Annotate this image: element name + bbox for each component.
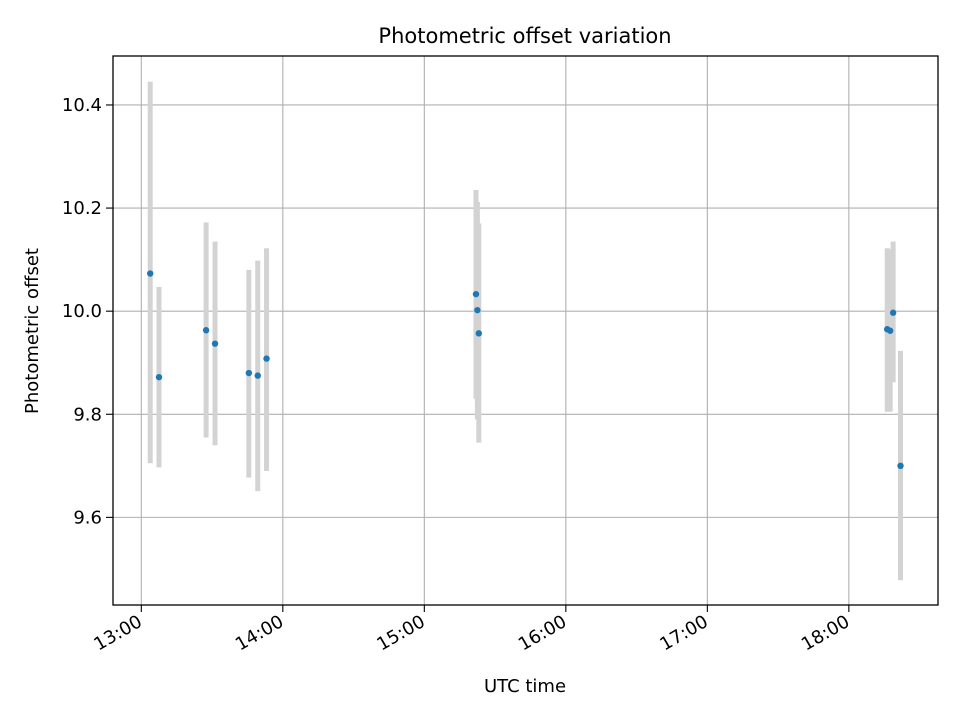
chart-title: Photometric offset variation xyxy=(378,24,671,48)
data-point xyxy=(474,306,481,314)
data-point xyxy=(889,309,897,316)
x-tick-label: 17:00 xyxy=(656,611,711,655)
y-axis-ticks: 9.6 9.8 10.0 10.2 10.4 xyxy=(62,95,113,528)
y-tick-label: 10.4 xyxy=(62,95,102,116)
y-axis-label: Photometric offset xyxy=(22,248,43,414)
data-point xyxy=(475,330,483,337)
y-tick-label: 9.6 xyxy=(73,507,102,528)
y-tick-label: 9.8 xyxy=(73,404,102,425)
x-axis-label: UTC time xyxy=(484,676,566,697)
x-tick-label: 18:00 xyxy=(798,611,853,655)
data-point xyxy=(263,355,270,362)
x-axis-ticks: 13:00 14:00 15:00 16:00 17:00 18:00 xyxy=(90,605,853,655)
data-point xyxy=(886,327,894,334)
x-tick-label: 13:00 xyxy=(90,611,145,655)
data-point xyxy=(897,462,904,470)
data-point xyxy=(202,327,210,334)
y-tick-label: 10.2 xyxy=(62,198,102,219)
data-point xyxy=(155,373,163,381)
error-bars xyxy=(147,81,903,581)
plot-area-frame xyxy=(112,55,939,606)
y-tick-label: 10.0 xyxy=(62,301,102,322)
data-point xyxy=(147,270,154,277)
grid-lines xyxy=(113,56,938,605)
data-point xyxy=(245,369,253,377)
data-points xyxy=(147,270,904,470)
data-point xyxy=(254,372,261,379)
data-point xyxy=(211,340,219,347)
data-point xyxy=(472,290,480,298)
x-tick-label: 16:00 xyxy=(515,611,570,655)
x-tick-label: 15:00 xyxy=(373,611,428,655)
x-tick-label: 14:00 xyxy=(232,611,287,655)
